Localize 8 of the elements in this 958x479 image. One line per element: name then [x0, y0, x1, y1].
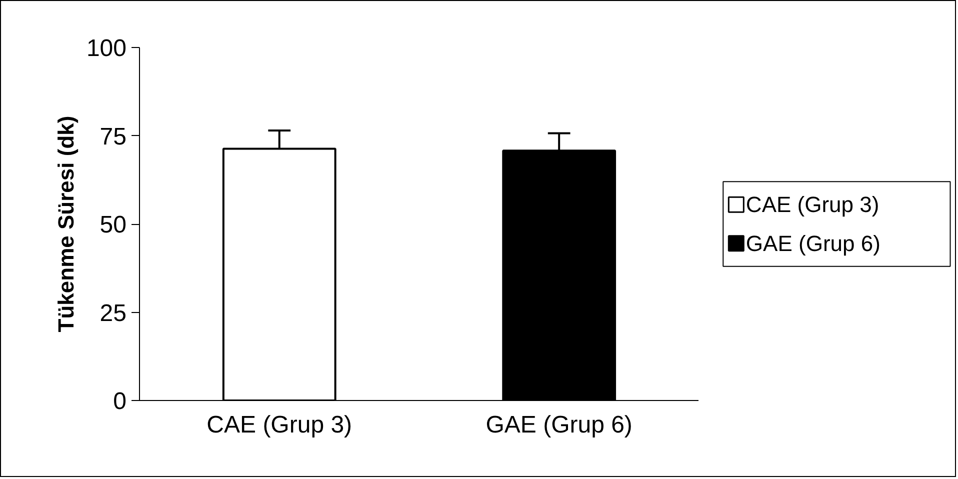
y-tick-label: 0 [113, 388, 127, 415]
legend-label: CAE (Grup 3) [746, 192, 880, 218]
y-axis-title: Tükenme Süresi (dk) [53, 116, 78, 332]
y-tick-label: 75 [100, 123, 127, 150]
y-tick-label: 100 [86, 35, 127, 62]
y-tick-label: 25 [100, 300, 127, 327]
legend-label: GAE (Grup 6) [746, 230, 880, 256]
y-tick-label: 50 [100, 212, 127, 238]
